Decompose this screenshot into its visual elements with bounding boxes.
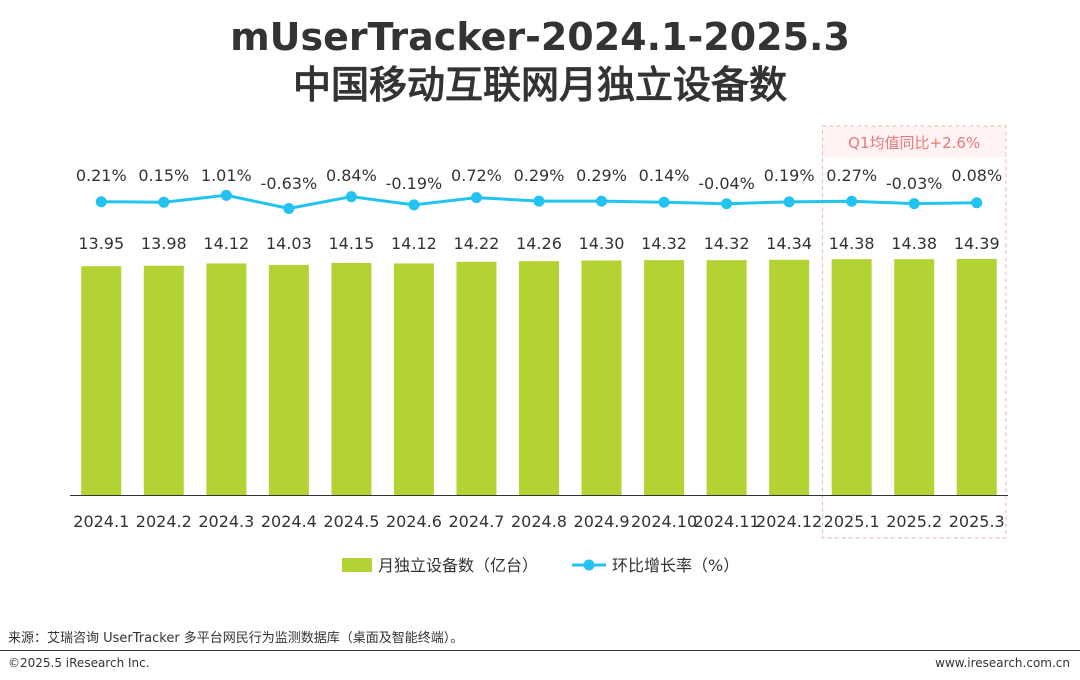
growth-label-2024.1: 0.21%	[76, 166, 127, 185]
bar-2024.7	[456, 261, 497, 495]
bar-2024.6	[393, 263, 434, 495]
growth-label-2024.7: 0.72%	[451, 166, 502, 185]
growth-label-2024.10: 0.14%	[639, 166, 690, 185]
x-tick-label-2024.9: 2024.9	[574, 512, 630, 531]
bar-label-2024.1: 13.95	[78, 234, 124, 253]
x-tick-label-2024.11: 2024.11	[694, 512, 760, 531]
bar-label-2024.2: 13.98	[141, 234, 187, 253]
x-tick-label-2024.6: 2024.6	[386, 512, 442, 531]
bar-2024.9	[581, 260, 622, 495]
growth-point-2024.1	[95, 196, 107, 208]
website-text: www.iresearch.com.cn	[935, 656, 1070, 670]
bar-2024.11	[706, 260, 747, 495]
growth-point-2024.2	[158, 196, 170, 208]
legend-line-marker	[583, 559, 595, 571]
bar-label-2024.4: 14.03	[266, 234, 312, 253]
growth-point-2024.8	[533, 195, 545, 207]
growth-label-2024.4: -0.63%	[261, 174, 318, 193]
highlight-label-bg	[823, 127, 1005, 157]
x-tick-label-2024.8: 2024.8	[511, 512, 567, 531]
x-tick-label-2024.2: 2024.2	[136, 512, 192, 531]
x-tick-label-2024.7: 2024.7	[448, 512, 504, 531]
bar-2024.5	[331, 262, 372, 495]
x-tick-label-2024.3: 2024.3	[198, 512, 254, 531]
x-tick-label-2024.4: 2024.4	[261, 512, 317, 531]
bar-label-2025.2: 14.38	[891, 234, 937, 253]
growth-label-2024.11: -0.04%	[698, 174, 755, 193]
bar-label-2024.5: 14.15	[328, 234, 374, 253]
x-tick-label-2024.10: 2024.10	[631, 512, 697, 531]
bar-2024.4	[268, 264, 309, 495]
copyright-text: ©2025.5 iResearch Inc.	[8, 656, 150, 670]
bar-2025.1	[831, 259, 872, 495]
highlight-label: Q1均值同比+2.6%	[848, 134, 980, 152]
bar-label-2024.3: 14.12	[203, 234, 249, 253]
growth-label-2025.3: 0.08%	[951, 166, 1002, 185]
growth-label-2024.3: 1.01%	[201, 166, 252, 185]
growth-point-2024.11	[721, 198, 733, 210]
legend-bar-swatch	[342, 558, 372, 572]
bar-label-2024.8: 14.26	[516, 234, 562, 253]
growth-point-2024.12	[783, 196, 795, 208]
growth-point-2024.4	[283, 202, 295, 214]
bar-label-2025.1: 14.38	[829, 234, 875, 253]
growth-point-2024.3	[220, 189, 232, 201]
x-tick-label-2024.12: 2024.12	[756, 512, 822, 531]
bar-label-2024.9: 14.30	[579, 234, 625, 253]
bar-2024.8	[519, 261, 559, 495]
bar-label-2024.12: 14.34	[766, 234, 812, 253]
growth-point-2024.5	[345, 191, 357, 203]
bar-2025.2	[894, 259, 935, 495]
chart-title-line1: mUserTracker-2024.1-2025.3	[230, 15, 850, 59]
legend-bar-label: 月独立设备数（亿台）	[378, 556, 538, 575]
growth-point-2024.10	[658, 196, 670, 208]
growth-point-2025.1	[846, 195, 858, 207]
x-tick-label-2025.2: 2025.2	[886, 512, 942, 531]
growth-label-2025.1: 0.27%	[826, 166, 877, 185]
footer-divider	[0, 650, 1080, 651]
x-tick-label-2025.1: 2025.1	[824, 512, 880, 531]
growth-label-2025.2: -0.03%	[886, 174, 943, 193]
bar-2024.10	[644, 260, 685, 495]
growth-label-2024.2: 0.15%	[138, 166, 189, 185]
growth-label-2024.8: 0.29%	[514, 166, 565, 185]
bar-2024.12	[769, 259, 810, 495]
x-tick-label-2024.5: 2024.5	[323, 512, 379, 531]
bar-label-2025.3: 14.39	[954, 234, 1000, 253]
growth-label-2024.5: 0.84%	[326, 166, 377, 185]
growth-point-2025.3	[971, 197, 983, 209]
bar-2024.1	[81, 266, 122, 495]
growth-point-2025.2	[908, 198, 920, 210]
source-note: 来源：艾瑞咨询 UserTracker 多平台网民行为监测数据库（桌面及智能终端…	[8, 631, 464, 646]
growth-label-2024.6: -0.19%	[386, 174, 443, 193]
growth-point-2024.9	[596, 195, 608, 207]
bar-label-2024.6: 14.12	[391, 234, 437, 253]
bar-label-2024.10: 14.32	[641, 234, 687, 253]
highlight-box	[821, 125, 1007, 539]
x-tick-label-2025.3: 2025.3	[949, 512, 1005, 531]
bar-label-2024.7: 14.22	[454, 234, 500, 253]
legend-line-label: 环比增长率（%）	[612, 556, 739, 575]
bar-2024.3	[206, 263, 247, 495]
bar-2024.2	[143, 265, 184, 495]
growth-label-2024.12: 0.19%	[764, 166, 815, 185]
growth-point-2024.7	[470, 192, 482, 204]
chart-title-line2: 中国移动互联网月独立设备数	[292, 63, 787, 107]
growth-point-2024.6	[408, 199, 420, 211]
chart-area: Q1均值同比+2.6% 13.95 13.98 14.12 14.03 14.15 14.1…	[70, 125, 1008, 575]
bar-2025.3	[956, 259, 997, 495]
growth-label-2024.9: 0.29%	[576, 166, 627, 185]
bar-label-2024.11: 14.32	[704, 234, 750, 253]
x-tick-label-2024.1: 2024.1	[73, 512, 129, 531]
